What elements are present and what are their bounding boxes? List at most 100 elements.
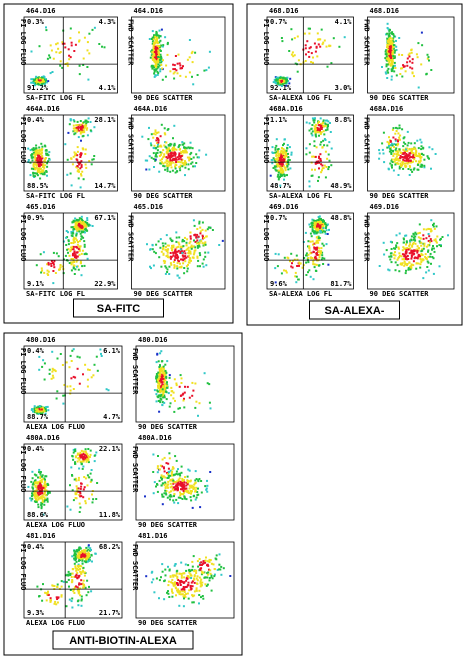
density-dot <box>149 142 152 145</box>
density-dot <box>43 409 46 412</box>
density-dot <box>83 549 86 552</box>
density-dot <box>38 480 41 483</box>
density-dot <box>278 164 281 167</box>
density-dot <box>316 231 319 234</box>
density-dot <box>55 596 58 599</box>
density-dot <box>156 389 159 392</box>
density-dot <box>83 476 86 478</box>
density-dot <box>35 408 38 411</box>
density-dot <box>158 47 161 50</box>
density-dot <box>314 134 317 137</box>
density-dot <box>170 581 173 584</box>
density-dot <box>326 223 329 226</box>
density-dot <box>430 167 432 170</box>
density-dot <box>42 513 45 516</box>
density-dot <box>77 248 80 251</box>
density-dot <box>432 257 435 260</box>
density-dot <box>417 247 420 250</box>
density-dot <box>157 34 160 37</box>
density-dot <box>156 46 159 49</box>
density-dot <box>78 502 81 505</box>
density-dot <box>79 570 82 573</box>
quadrant-value: 1.1% <box>270 116 288 124</box>
density-dot <box>152 51 155 54</box>
density-dot <box>83 556 86 559</box>
density-dot <box>189 586 192 589</box>
density-dot <box>169 498 171 501</box>
density-dot <box>45 592 48 595</box>
density-dot <box>169 482 172 485</box>
density-dot <box>180 67 183 70</box>
density-dot <box>77 476 80 479</box>
density-dot <box>393 152 396 155</box>
density-dot <box>432 272 435 275</box>
density-dot <box>153 70 156 73</box>
density-dot <box>38 410 41 413</box>
density-dot <box>80 174 83 177</box>
density-dot <box>167 144 170 147</box>
density-dot <box>86 49 89 52</box>
density-dot <box>156 38 158 41</box>
density-dot <box>80 235 83 238</box>
density-dot <box>281 162 284 165</box>
quadrant-value: 22.9% <box>94 280 116 288</box>
density-dot <box>199 226 202 229</box>
density-dot <box>176 250 179 253</box>
density-dot <box>51 374 54 377</box>
density-dot <box>77 268 80 271</box>
density-dot <box>411 245 414 248</box>
density-dot <box>317 176 320 179</box>
density-dot <box>201 262 204 265</box>
density-dot <box>400 151 403 154</box>
density-dot <box>71 606 74 609</box>
density-dot <box>63 384 66 386</box>
density-dot <box>73 120 76 123</box>
density-dot <box>156 41 159 44</box>
density-dot <box>79 492 82 495</box>
density-dot <box>196 575 199 578</box>
density-dot <box>75 265 78 268</box>
density-dot <box>43 173 46 176</box>
density-dot <box>408 152 411 155</box>
density-dot <box>74 43 77 46</box>
density-dot <box>160 28 163 31</box>
density-dot <box>414 242 417 245</box>
density-dot <box>414 152 417 155</box>
density-dot <box>39 485 42 487</box>
density-dot <box>162 245 165 247</box>
density-dot <box>169 255 172 258</box>
density-dot <box>78 511 81 513</box>
density-dot <box>427 156 430 159</box>
density-dot <box>166 128 169 131</box>
density-dot <box>41 365 44 368</box>
density-dot <box>411 251 414 254</box>
density-dot <box>156 67 159 70</box>
density-dot <box>185 241 188 244</box>
density-dot <box>159 368 162 370</box>
density-dot <box>79 123 82 126</box>
density-dot <box>90 549 92 551</box>
density-dot <box>283 156 285 159</box>
density-dot <box>173 142 176 145</box>
density-dot <box>173 564 176 567</box>
density-dot <box>390 159 393 162</box>
x-axis-label: 90 DEG SCATTER <box>138 521 198 529</box>
density-dot <box>320 163 323 166</box>
density-dot <box>73 557 76 560</box>
density-dot <box>86 549 89 552</box>
density-dot <box>33 411 36 414</box>
density-dot <box>181 580 184 583</box>
density-dot <box>37 168 40 171</box>
density-dot <box>291 266 294 269</box>
density-dot <box>30 499 33 502</box>
density-dot <box>159 151 162 154</box>
density-dot <box>37 506 40 509</box>
density-dot <box>88 559 91 562</box>
density-dot <box>76 159 79 162</box>
density-dot <box>296 258 299 261</box>
density-dot <box>184 161 187 164</box>
density-dot <box>317 235 320 238</box>
density-dot <box>178 148 181 151</box>
density-dot <box>84 458 87 461</box>
density-dot <box>174 582 176 585</box>
